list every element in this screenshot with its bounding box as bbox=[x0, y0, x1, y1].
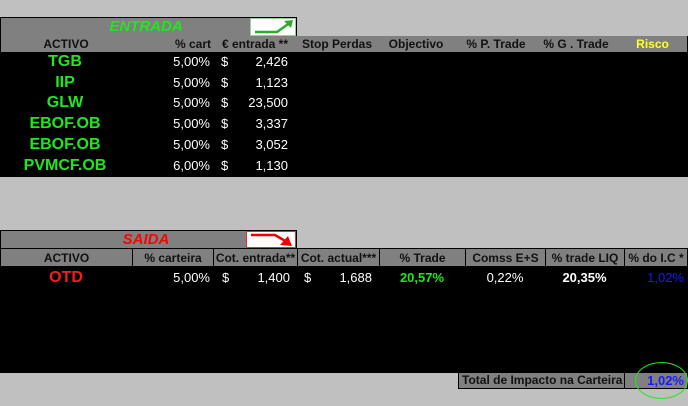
table-row: IIP 5,00% $1,123 bbox=[0, 72, 300, 93]
col-risco: Risco bbox=[636, 37, 669, 51]
col-g-trade: % G . Trade bbox=[543, 37, 609, 51]
activo: PVMCF.OB bbox=[23, 157, 107, 174]
activo: TGB bbox=[48, 53, 82, 70]
cart: 5,00% bbox=[173, 116, 210, 131]
entrada: 3,052 bbox=[255, 137, 288, 152]
entrada-arrow-button[interactable] bbox=[250, 18, 296, 36]
col-activo: ACTIVO bbox=[43, 37, 89, 51]
carteira: 5,00% bbox=[173, 270, 210, 285]
col-objectivo: Objectivo bbox=[388, 37, 444, 51]
entrada: 23,500 bbox=[248, 95, 288, 110]
col-cot-entrada: Cot. entrada** bbox=[214, 249, 298, 266]
entrada-title-bar: ENTRADA bbox=[0, 17, 297, 37]
cart: 5,00% bbox=[173, 137, 210, 152]
total-label: Total de Impacto na Carteira bbox=[459, 373, 625, 388]
col-activo: ACTIVO bbox=[1, 249, 133, 266]
table-row: PVMCF.OB 6,00% $1,130 bbox=[0, 155, 300, 176]
activo: GLW bbox=[46, 94, 84, 111]
highlight-ellipse bbox=[635, 362, 688, 399]
col-comss: Comss E+S bbox=[466, 249, 546, 266]
col-do-ic: % do I.C * bbox=[628, 250, 684, 265]
currency: $ bbox=[221, 75, 229, 90]
currency: $ bbox=[221, 54, 229, 69]
entrada-title: ENTRADA bbox=[109, 18, 183, 35]
arrow-up-right-icon bbox=[255, 20, 293, 34]
entrada: 3,337 bbox=[255, 116, 288, 131]
table-row: TGB 5,00% $2,426 bbox=[0, 51, 300, 72]
activo: OTD bbox=[49, 269, 83, 286]
col-stop-perdas: Stop Perdas bbox=[301, 37, 373, 51]
activo: IIP bbox=[55, 74, 75, 91]
entrada: 1,123 bbox=[255, 75, 288, 90]
table-row: OTD 5,00% $ 1,400 $ 1,688 20,57% 0,22% 2… bbox=[0, 267, 688, 288]
do-ic: 1,02% bbox=[647, 270, 684, 285]
cot-actual: 1,688 bbox=[339, 270, 372, 285]
entrada: 2,426 bbox=[255, 54, 288, 69]
col-cot-actual: Cot. actual*** bbox=[298, 249, 380, 266]
currency: $ bbox=[221, 95, 229, 110]
cart: 5,00% bbox=[173, 75, 210, 90]
currency: $ bbox=[221, 158, 229, 173]
currency: $ bbox=[304, 270, 312, 285]
saida-title-bar: SAIDA bbox=[0, 230, 297, 249]
entrada-table-body: TGB 5,00% $2,426 IIP 5,00% $1,123 GLW 5,00% $2… bbox=[0, 52, 688, 177]
saida-table-body: OTD 5,00% $ 1,400 $ 1,688 20,57% 0,22% 2… bbox=[0, 266, 688, 373]
arrow-down-right-icon bbox=[251, 233, 292, 246]
saida-title: SAIDA bbox=[122, 231, 170, 248]
col-trade: % Trade bbox=[380, 249, 466, 266]
cot-entrada: 1,400 bbox=[257, 270, 290, 285]
saida-header-row: ACTIVO % carteira Cot. entrada** Cot. ac… bbox=[0, 248, 688, 267]
col-trade-liq: % trade LIQ bbox=[546, 249, 625, 266]
table-row: EBOF.OB 5,00% $3,052 bbox=[0, 134, 300, 155]
trade-liq: 20,35% bbox=[562, 270, 607, 285]
saida-arrow-button[interactable] bbox=[246, 231, 296, 248]
currency: $ bbox=[222, 270, 230, 285]
entrada: 1,130 bbox=[255, 158, 288, 173]
cart: 5,00% bbox=[173, 54, 210, 69]
activo: EBOF.OB bbox=[29, 115, 101, 132]
currency: $ bbox=[221, 137, 229, 152]
cart: 6,00% bbox=[173, 158, 210, 173]
trade: 20,57% bbox=[399, 270, 445, 285]
table-row: GLW 5,00% $23,500 bbox=[0, 92, 300, 113]
col-p-trade: % P. Trade bbox=[466, 37, 526, 51]
comss: 0,22% bbox=[486, 270, 524, 285]
col-entrada: € entrada ** bbox=[221, 37, 289, 51]
activo: EBOF.OB bbox=[29, 136, 101, 153]
col-cart: % cart bbox=[174, 37, 211, 51]
cart: 5,00% bbox=[173, 95, 210, 110]
currency: $ bbox=[221, 116, 229, 131]
col-carteira: % carteira bbox=[133, 249, 214, 266]
table-row: EBOF.OB 5,00% $3,337 bbox=[0, 113, 300, 134]
